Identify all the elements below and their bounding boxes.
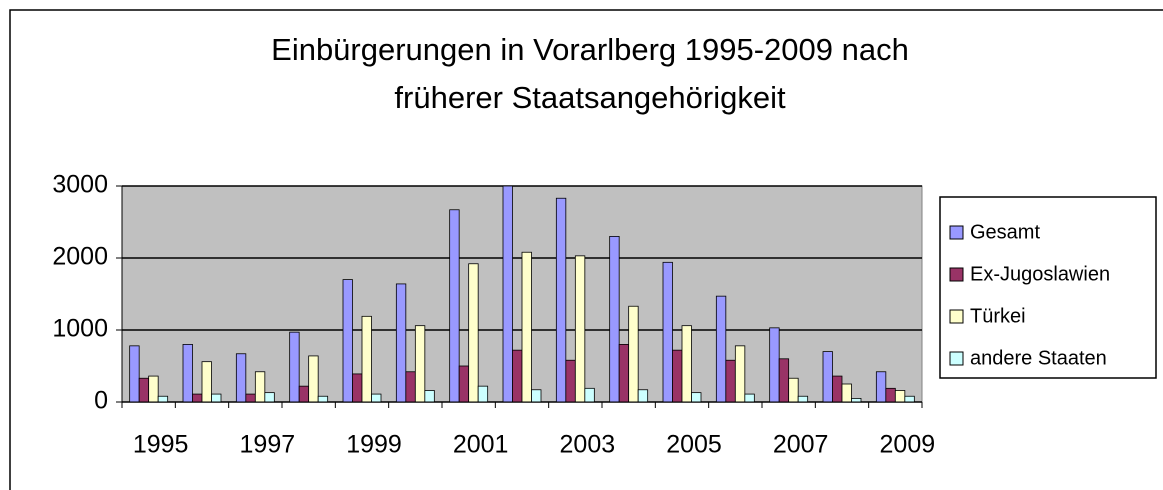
bar — [904, 395, 915, 403]
bar — [192, 393, 203, 403]
bar — [148, 375, 159, 403]
bar — [235, 353, 247, 403]
bar — [885, 387, 896, 403]
bar — [734, 345, 746, 403]
x-tick-label: 2003 — [560, 431, 616, 459]
bar — [822, 351, 833, 403]
bar — [502, 185, 513, 403]
x-tick-label: 1999 — [346, 431, 402, 459]
bar — [254, 371, 266, 403]
bar — [395, 283, 407, 403]
bar — [769, 327, 780, 403]
bar — [875, 371, 887, 403]
legend-swatch — [949, 351, 964, 366]
bar — [342, 279, 353, 403]
legend-label: Ex-Jugoslawien — [970, 263, 1110, 285]
y-tick-label: 3000 — [52, 171, 108, 199]
bar — [555, 197, 567, 403]
bar — [298, 385, 310, 403]
x-tick-label: 2005 — [666, 431, 722, 459]
bar — [361, 315, 372, 403]
bar — [414, 325, 426, 403]
x-tick-label: 1997 — [240, 431, 296, 459]
x-tick-label: 1995 — [133, 431, 189, 459]
bar — [405, 371, 416, 403]
bar — [449, 209, 460, 403]
bar — [609, 235, 620, 403]
bar — [778, 358, 790, 403]
legend-swatch — [949, 267, 964, 282]
y-tick-label: 2000 — [52, 243, 108, 271]
bar — [725, 359, 736, 403]
bar — [851, 397, 862, 403]
bar — [637, 389, 649, 403]
bar — [289, 331, 300, 403]
bar — [468, 263, 479, 403]
bar — [201, 361, 212, 403]
bar — [584, 387, 595, 403]
bar — [788, 377, 799, 403]
bar — [371, 393, 382, 403]
bar — [574, 255, 586, 403]
legend-swatch — [949, 309, 964, 324]
bar — [129, 345, 140, 403]
bar — [458, 365, 470, 403]
bar — [841, 383, 852, 403]
legend-label: Türkei — [970, 305, 1026, 327]
bar — [797, 395, 809, 403]
bar — [894, 390, 906, 403]
bar — [628, 305, 639, 403]
bar — [211, 393, 222, 403]
bar — [832, 375, 843, 403]
y-tick-label: 1000 — [52, 315, 108, 343]
bar — [245, 393, 256, 403]
bar — [662, 261, 673, 403]
bar — [512, 349, 523, 403]
bar — [691, 392, 702, 403]
chart-title: früherer Staatsangehörigkeit — [394, 80, 786, 115]
bar — [157, 395, 169, 403]
bar — [264, 392, 275, 403]
bar — [618, 343, 630, 403]
bar — [672, 349, 683, 403]
bar — [681, 325, 692, 403]
bar — [352, 373, 363, 403]
chart-title: Einbürgerungen in Vorarlberg 1995-2009 n… — [271, 32, 909, 67]
bar — [531, 389, 542, 403]
bar — [715, 295, 727, 403]
x-tick-label: 2009 — [880, 431, 936, 459]
bar — [308, 355, 319, 403]
bar — [477, 385, 489, 403]
bar — [424, 390, 435, 403]
bar — [182, 343, 193, 403]
bar — [521, 251, 532, 403]
y-tick-label: 0 — [94, 387, 108, 415]
x-tick-label: 2007 — [773, 431, 829, 459]
bar — [138, 377, 150, 403]
legend-label: Gesamt — [970, 221, 1040, 243]
bar — [317, 395, 329, 403]
bar — [744, 393, 755, 403]
x-tick-label: 2001 — [453, 431, 509, 459]
legend-box — [939, 196, 1157, 379]
legend-swatch — [949, 225, 964, 240]
bar — [565, 359, 576, 403]
legend-label: andere Staaten — [970, 347, 1107, 369]
